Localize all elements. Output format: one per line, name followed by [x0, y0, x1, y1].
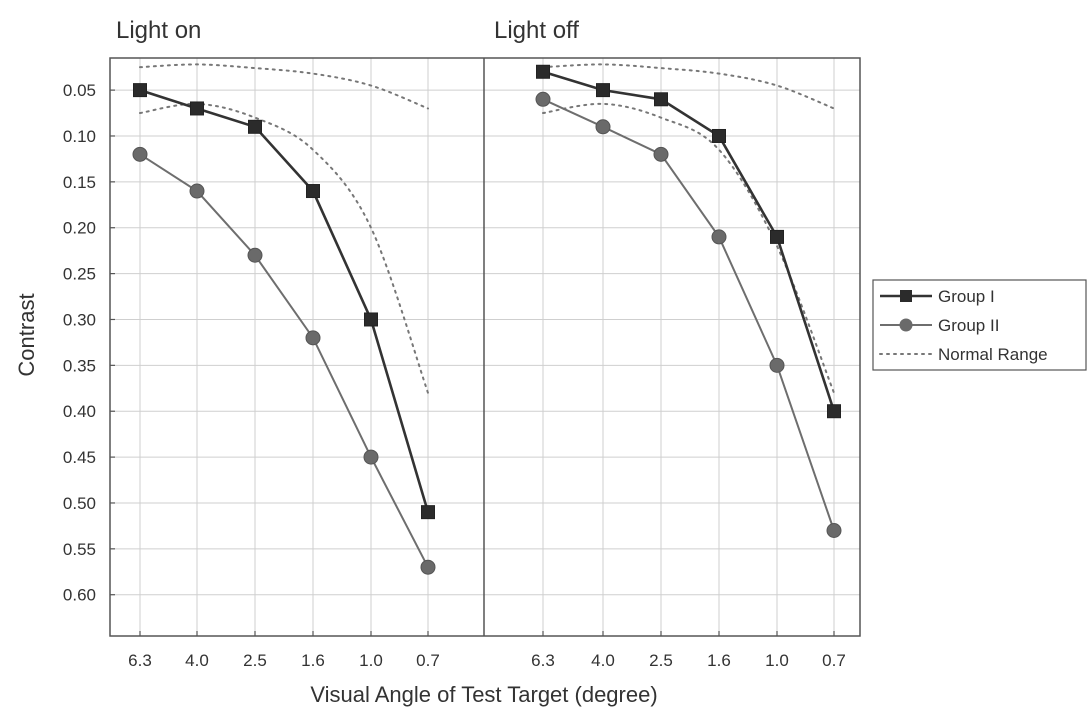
series-line-group1-light-on — [139, 88, 430, 513]
group1-point-light-on — [421, 505, 435, 520]
series-line-group2-light-on — [139, 153, 429, 568]
group2-point-light-off — [711, 229, 727, 245]
x-tick-label: 2.5 — [649, 651, 673, 670]
group2-point-light-off — [826, 522, 842, 538]
group2-point-light-on — [247, 247, 263, 263]
normal-range-upper-light-on — [139, 63, 429, 110]
series-line-group1-light-off — [542, 70, 836, 412]
y-tick-label: 0.20 — [63, 219, 96, 238]
plot-frame — [109, 57, 861, 637]
group1-point-light-off — [770, 229, 784, 244]
y-axis-title: Contrast — [14, 293, 39, 376]
normal-range-lower-light-off — [542, 102, 835, 394]
group2-point-light-off — [653, 146, 669, 162]
legend-samples — [879, 290, 933, 355]
x-tick-label: 4.0 — [185, 651, 209, 670]
x-tick-label: 1.0 — [359, 651, 383, 670]
legend-label-group1: Group I — [938, 287, 995, 306]
group2-point-light-off — [595, 119, 611, 135]
group1-point-light-off — [654, 92, 668, 107]
grid — [110, 58, 860, 636]
group1-point-light-on — [133, 83, 147, 98]
legend-label-group2: Group II — [938, 316, 999, 335]
x-tick-label: 1.0 — [765, 651, 789, 670]
panel-title-light-on: Light on — [116, 17, 201, 44]
group1-point-light-off — [827, 404, 841, 419]
group1-point-light-off — [536, 64, 550, 79]
group1-point-light-on — [364, 312, 378, 327]
group1-point-light-off — [712, 128, 726, 143]
y-tick-label: 0.60 — [63, 586, 96, 605]
legend-marker-circle — [899, 318, 913, 332]
group2-point-light-on — [363, 449, 379, 465]
group2-point-light-off — [535, 91, 551, 107]
series — [132, 63, 842, 575]
group2-point-light-on — [420, 559, 436, 575]
x-tick-label: 1.6 — [707, 651, 731, 670]
x-tick-label: 6.3 — [531, 651, 555, 670]
legend-marker-square — [900, 290, 912, 302]
group1-point-light-on — [248, 119, 262, 134]
y-tick-label: 0.30 — [63, 310, 96, 329]
group1-point-light-off — [596, 83, 610, 98]
legend: Group I Group II Normal Range — [872, 279, 1087, 371]
group1-point-light-on — [190, 101, 204, 116]
x-tick-label: 2.5 — [243, 651, 267, 670]
series-line-group2-light-off — [542, 98, 835, 531]
y-tick-label: 0.10 — [63, 127, 96, 146]
x-axis-title: Visual Angle of Test Target (degree) — [310, 682, 657, 707]
y-tick-label: 0.25 — [63, 265, 96, 284]
ticks: 0.05 0.10 0.15 0.20 0.25 0.30 0.35 0.40 0.45 0.50… — [63, 81, 846, 670]
x-tick-label: 1.6 — [301, 651, 325, 670]
x-tick-label: 4.0 — [591, 651, 615, 670]
y-tick-label: 0.45 — [63, 448, 96, 467]
x-tick-label: 6.3 — [128, 651, 152, 670]
y-tick-label: 0.50 — [63, 494, 96, 513]
group2-point-light-on — [132, 146, 148, 162]
y-tick-label: 0.15 — [63, 173, 96, 192]
y-tick-label: 0.40 — [63, 402, 96, 421]
group2-point-light-off — [769, 357, 785, 373]
group2-point-light-on — [189, 183, 205, 199]
x-tick-label: 0.7 — [822, 651, 846, 670]
y-tick-label: 0.35 — [63, 356, 96, 375]
y-tick-label: 0.05 — [63, 81, 96, 100]
normal-range-lower-light-on — [139, 102, 429, 394]
legend-label-normal: Normal Range — [938, 345, 1048, 364]
normal-range-upper-light-off — [542, 63, 835, 110]
group2-point-light-on — [305, 330, 321, 346]
group1-point-light-on — [306, 184, 320, 199]
x-tick-label: 0.7 — [416, 651, 440, 670]
panel-title-light-off: Light off — [494, 17, 579, 44]
y-tick-label: 0.55 — [63, 540, 96, 559]
